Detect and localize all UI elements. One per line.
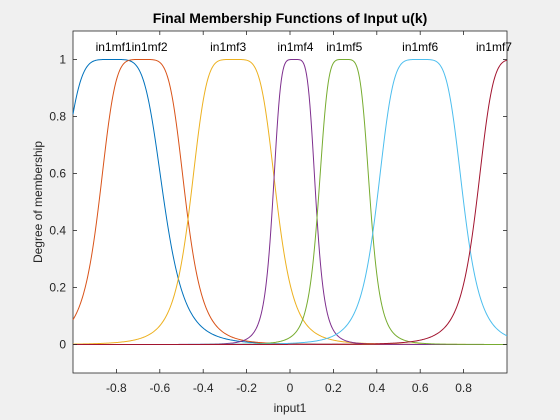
membership-function-label: in1mf5 bbox=[326, 40, 362, 54]
x-axis-label: input1 bbox=[274, 401, 307, 415]
chart-title: Final Membership Functions of Input u(k) bbox=[153, 10, 428, 26]
y-tick-label: 1 bbox=[59, 53, 66, 67]
y-tick-label: 0.4 bbox=[49, 224, 66, 238]
x-ticks-layer: -0.8 -0.6 -0.4 -0.2 0 0.2 0.4 0.6 0.8 bbox=[106, 31, 472, 395]
membership-function-label: in1mf4 bbox=[277, 40, 313, 54]
y-tick-label: 0.8 bbox=[49, 110, 66, 124]
y-tick-label: 0.2 bbox=[49, 281, 66, 295]
x-tick-label: 0.4 bbox=[368, 381, 385, 395]
x-tick-label: -0.6 bbox=[149, 381, 170, 395]
x-tick-label: 0.8 bbox=[455, 381, 472, 395]
series-layer bbox=[72, 59, 508, 345]
membership-labels-layer: in1mf1in1mf2 in1mf3 in1mf4 in1mf5 in1mf6 in1m… bbox=[96, 40, 513, 54]
x-tick-label: -0.4 bbox=[193, 381, 214, 395]
membership-function-label: in1mf6 bbox=[402, 40, 438, 54]
y-ticks-layer: 0 0.2 0.4 0.6 0.8 1 bbox=[49, 53, 507, 352]
membership-function-label: in1mf1in1mf2 bbox=[96, 40, 168, 54]
x-tick-label: -0.8 bbox=[106, 381, 127, 395]
membership-function-label: in1mf3 bbox=[210, 40, 246, 54]
series-line-in1mf7 bbox=[73, 59, 508, 345]
x-tick-label: 0.2 bbox=[325, 381, 342, 395]
x-tick-label: 0.6 bbox=[412, 381, 429, 395]
y-axis-label: Degree of membership bbox=[31, 141, 45, 263]
y-tick-label: 0.6 bbox=[49, 167, 66, 181]
x-tick-label: 0 bbox=[287, 381, 294, 395]
x-tick-label: -0.2 bbox=[236, 381, 257, 395]
plot-area bbox=[72, 30, 508, 374]
y-tick-label: 0 bbox=[59, 338, 66, 352]
membership-function-label: in1mf7 bbox=[476, 40, 512, 54]
